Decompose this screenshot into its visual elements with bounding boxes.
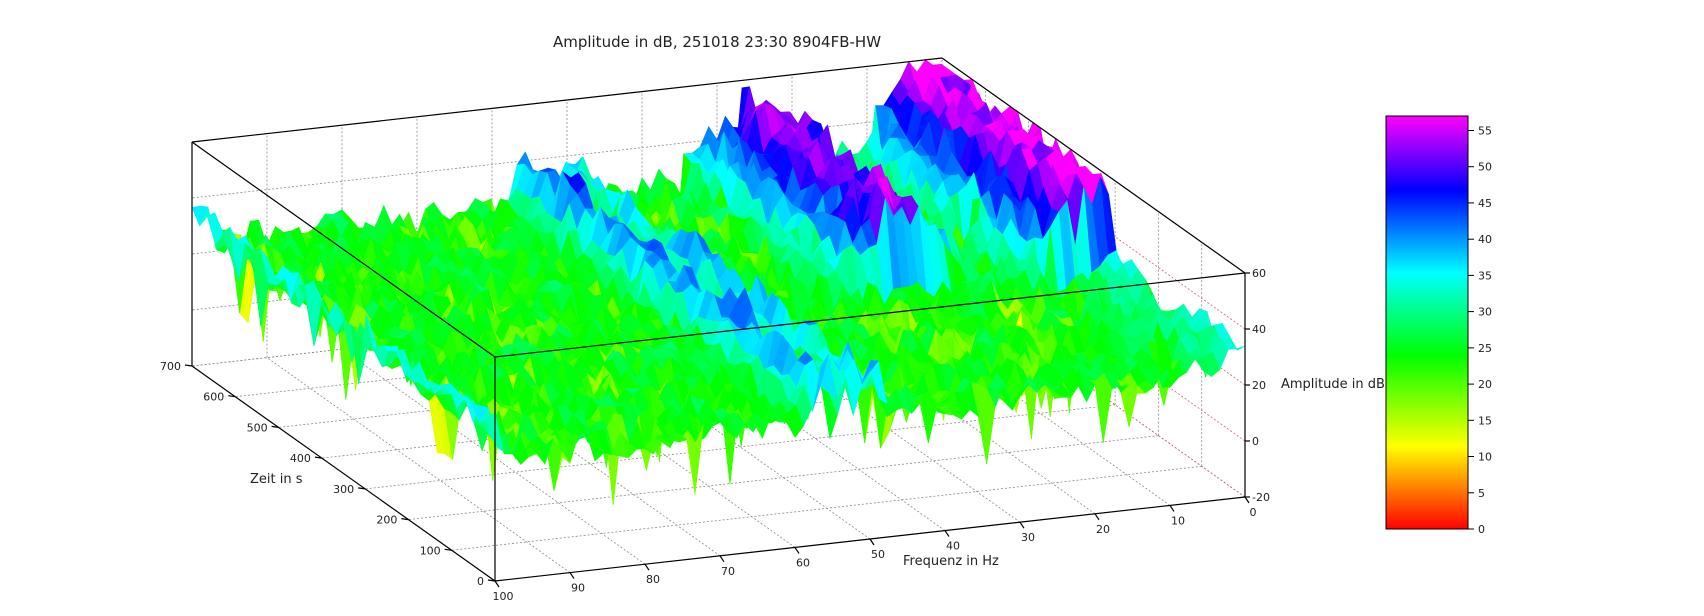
x-tick-label: 10 <box>1171 514 1185 527</box>
colorbar-tick-label: 25 <box>1478 342 1492 355</box>
colorbar-tick-label: 40 <box>1478 233 1492 246</box>
y-tick-label: 400 <box>290 452 311 465</box>
z-axis-ticks: -20 0 20 40 60 <box>1245 267 1270 504</box>
x-axis-label: Frequenz in Hz <box>903 554 999 569</box>
y-axis-ticks: 0 100 200 300 400 500 600 700 <box>160 360 496 588</box>
x-tick-label: 40 <box>946 540 960 553</box>
colorbar-tick-label: 35 <box>1478 269 1492 282</box>
surface-plot <box>191 59 1246 505</box>
colorbar-ticks: 0 5 10 15 20 25 30 35 40 45 50 55 <box>1468 125 1492 536</box>
x-tick-label: 90 <box>571 582 585 595</box>
colorbar-tick-label: 5 <box>1478 487 1485 500</box>
colorbar-tick-label: 55 <box>1478 125 1492 138</box>
y-tick-label: 700 <box>160 360 181 373</box>
y-tick-label: 200 <box>376 514 397 527</box>
colorbar-tick-label: 30 <box>1478 306 1492 319</box>
x-tick-label: 20 <box>1096 523 1110 536</box>
x-tick-label: 0 <box>1250 506 1257 519</box>
z-tick-label: 0 <box>1252 435 1259 448</box>
z-tick-label: -20 <box>1252 491 1270 504</box>
colorbar-tick-label: 15 <box>1478 414 1492 427</box>
x-tick-label: 70 <box>721 565 735 578</box>
y-tick-label: 0 <box>477 575 484 588</box>
z-tick-label: 20 <box>1252 379 1266 392</box>
z-tick-label: 40 <box>1252 323 1266 336</box>
x-tick-label: 50 <box>871 548 885 561</box>
colorbar-tick-label: 20 <box>1478 378 1492 391</box>
x-tick-label: 80 <box>646 573 660 586</box>
colorbar-tick-label: 10 <box>1478 451 1492 464</box>
y-tick-label: 100 <box>420 544 441 557</box>
colorbar-tick-label: 0 <box>1478 523 1485 536</box>
x-tick-label: 60 <box>796 556 810 569</box>
colorbar-gradient <box>1385 115 1469 530</box>
x-tick-label: 30 <box>1021 531 1035 544</box>
chart-title: Amplitude in dB, 251018 23:30 8904FB-HW <box>553 33 881 51</box>
x-tick-label: 100 <box>493 590 514 603</box>
z-tick-label: 60 <box>1252 267 1266 280</box>
colorbar-tick-label: 50 <box>1478 161 1492 174</box>
y-tick-label: 500 <box>247 421 268 434</box>
y-tick-label: 600 <box>203 391 224 404</box>
colorbar-tick-label: 45 <box>1478 197 1492 210</box>
y-axis-label: Zeit in s <box>250 472 303 487</box>
z-axis-label: Amplitude in dB <box>1281 377 1385 392</box>
y-tick-label: 300 <box>333 483 354 496</box>
colorbar: 0 5 10 15 20 25 30 35 40 45 50 55 <box>1385 115 1492 536</box>
surface-patch <box>1120 385 1138 427</box>
